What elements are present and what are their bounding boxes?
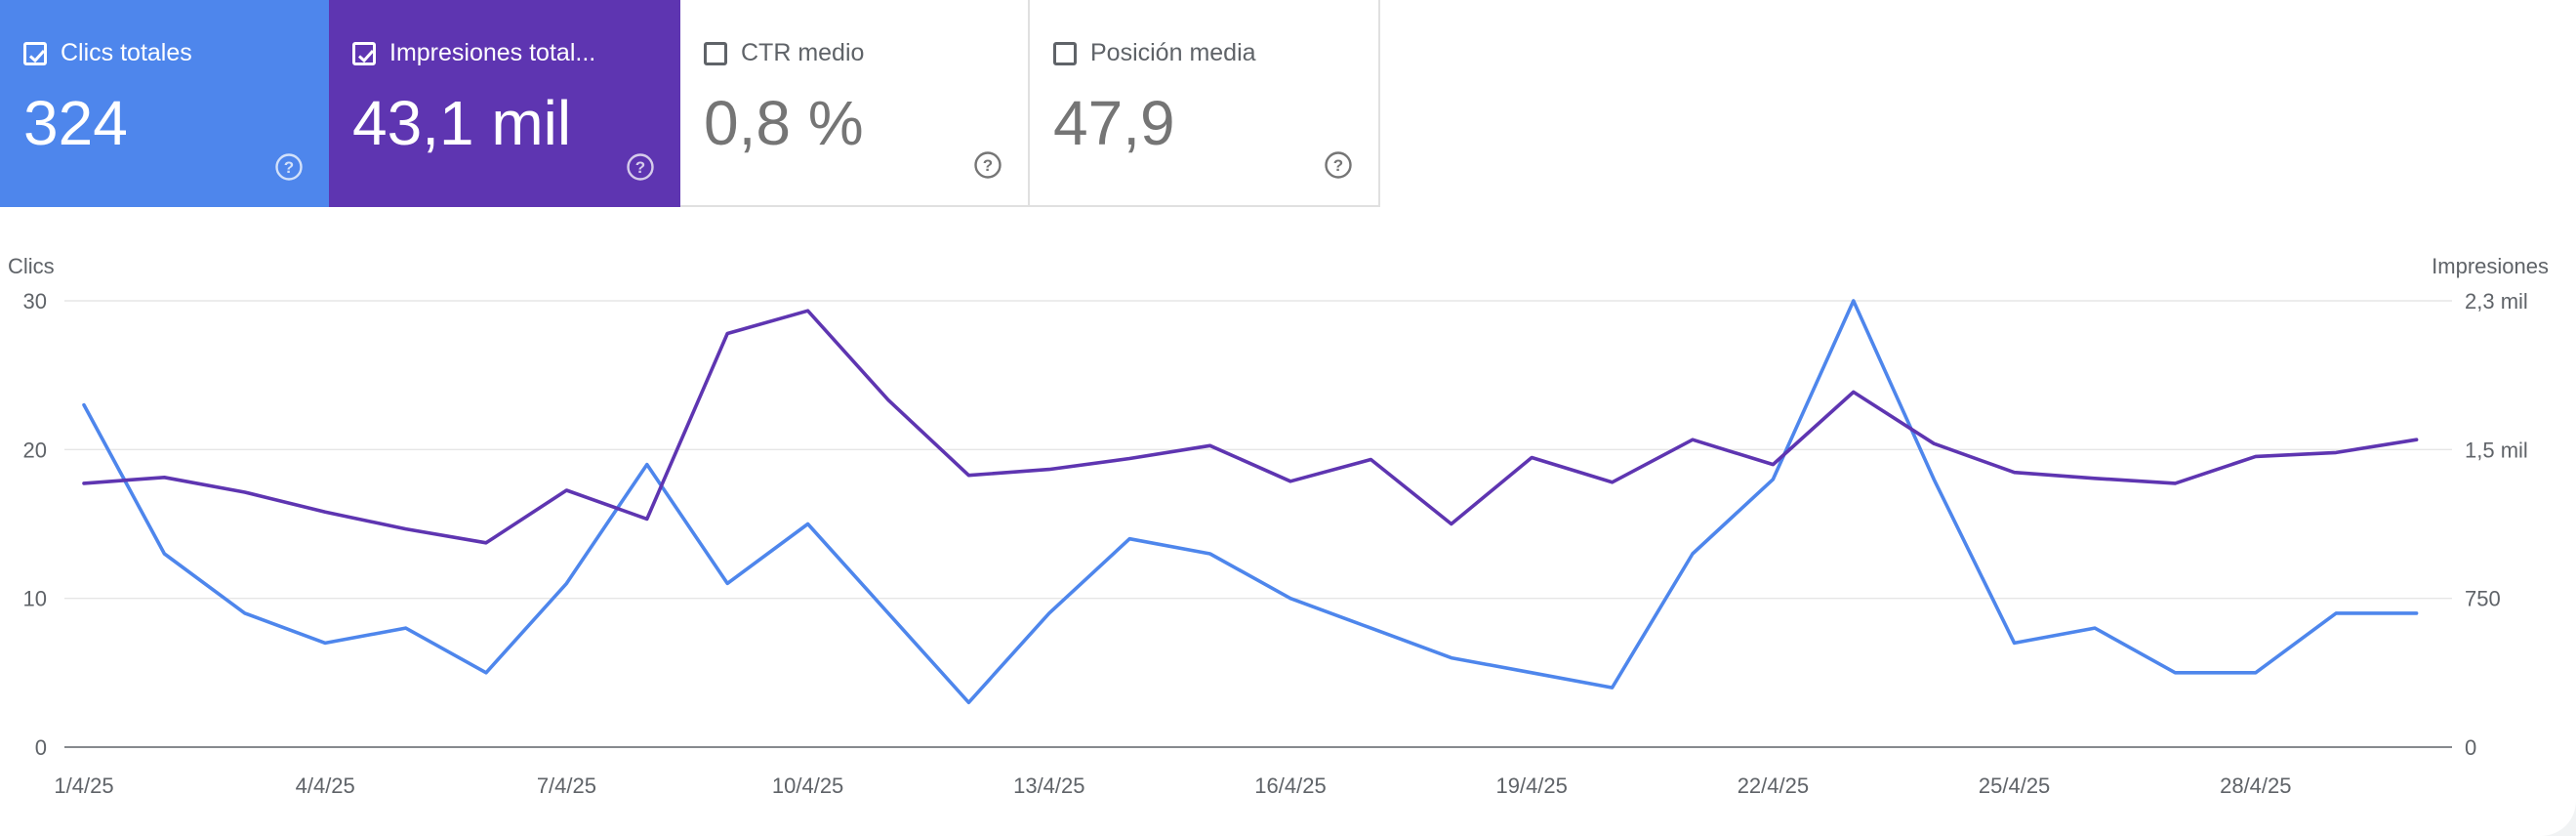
left-tick-label: 30 xyxy=(23,289,47,314)
card-header: Clics totales xyxy=(23,39,192,67)
svg-text:?: ? xyxy=(1333,156,1343,175)
clicks-series-line xyxy=(82,299,2419,705)
card-header: CTR medio xyxy=(704,39,864,67)
x-tick-label: 19/4/25 xyxy=(1495,773,1567,798)
svg-text:?: ? xyxy=(983,156,993,175)
performance-chart: 0 10 20 30 0 750 1,5 mil 2,3 mil 1/4/25 4/4/25 7… xyxy=(0,234,2576,836)
card-average-position[interactable]: Posición media 47,9 ? xyxy=(1030,0,1380,207)
x-tick-label: 1/4/25 xyxy=(54,773,113,798)
line-chart-svg: 0 10 20 30 0 750 1,5 mil 2,3 mil 1/4/25 4/4/25 7… xyxy=(8,254,2549,798)
x-tick-label: 13/4/25 xyxy=(1013,773,1084,798)
card-value: 43,1 mil xyxy=(352,88,572,158)
x-tick-label: 7/4/25 xyxy=(537,773,596,798)
left-tick-label: 0 xyxy=(35,735,47,760)
series-lines xyxy=(82,299,2419,705)
card-label: Impresiones total... xyxy=(389,39,596,66)
card-average-ctr[interactable]: CTR medio 0,8 % ? xyxy=(680,0,1030,207)
card-header: Posición media xyxy=(1053,39,1256,67)
x-tick-label: 25/4/25 xyxy=(1979,773,2050,798)
card-value: 324 xyxy=(23,88,128,158)
right-axis-ticks: 0 750 1,5 mil 2,3 mil xyxy=(2465,289,2528,760)
card-label: Posición media xyxy=(1090,39,1256,66)
checkbox-checked-icon[interactable] xyxy=(23,41,47,65)
svg-text:?: ? xyxy=(635,158,645,177)
x-tick-label: 28/4/25 xyxy=(2220,773,2291,798)
card-header: Impresiones total... xyxy=(352,39,595,67)
help-icon[interactable]: ? xyxy=(973,150,1002,180)
metric-cards: Clics totales 324 ? Impresiones total...… xyxy=(0,0,1380,207)
left-axis-title: Clics xyxy=(8,254,55,278)
help-icon[interactable]: ? xyxy=(274,152,304,182)
x-tick-label: 22/4/25 xyxy=(1738,773,1809,798)
impressions-series-line xyxy=(82,309,2419,545)
svg-text:?: ? xyxy=(284,158,294,177)
checkbox-unchecked-icon[interactable] xyxy=(1053,41,1077,65)
checkbox-unchecked-icon[interactable] xyxy=(704,41,727,65)
checkbox-checked-icon[interactable] xyxy=(352,41,376,65)
card-total-clicks[interactable]: Clics totales 324 ? xyxy=(0,0,329,207)
x-tick-label: 4/4/25 xyxy=(296,773,355,798)
x-tick-label: 10/4/25 xyxy=(772,773,843,798)
card-value: 0,8 % xyxy=(704,88,864,158)
right-tick-label: 750 xyxy=(2465,587,2501,611)
card-label: Clics totales xyxy=(61,39,192,66)
right-tick-label: 2,3 mil xyxy=(2465,289,2528,314)
card-label: CTR medio xyxy=(741,39,865,66)
x-axis-ticks: 1/4/25 4/4/25 7/4/25 10/4/25 13/4/25 16/4/25 1… xyxy=(54,773,2291,798)
left-tick-label: 20 xyxy=(23,438,47,462)
right-axis-title: Impresiones xyxy=(2432,254,2549,278)
x-tick-label: 16/4/25 xyxy=(1254,773,1326,798)
right-tick-label: 1,5 mil xyxy=(2465,438,2528,462)
left-tick-label: 10 xyxy=(23,587,47,611)
help-icon[interactable]: ? xyxy=(626,152,655,182)
right-tick-label: 0 xyxy=(2465,735,2476,760)
card-total-impressions[interactable]: Impresiones total... 43,1 mil ? xyxy=(329,0,680,207)
help-icon[interactable]: ? xyxy=(1324,150,1353,180)
card-value: 47,9 xyxy=(1053,88,1175,158)
gridlines xyxy=(64,300,2452,748)
left-axis-ticks: 0 10 20 30 xyxy=(23,289,47,760)
